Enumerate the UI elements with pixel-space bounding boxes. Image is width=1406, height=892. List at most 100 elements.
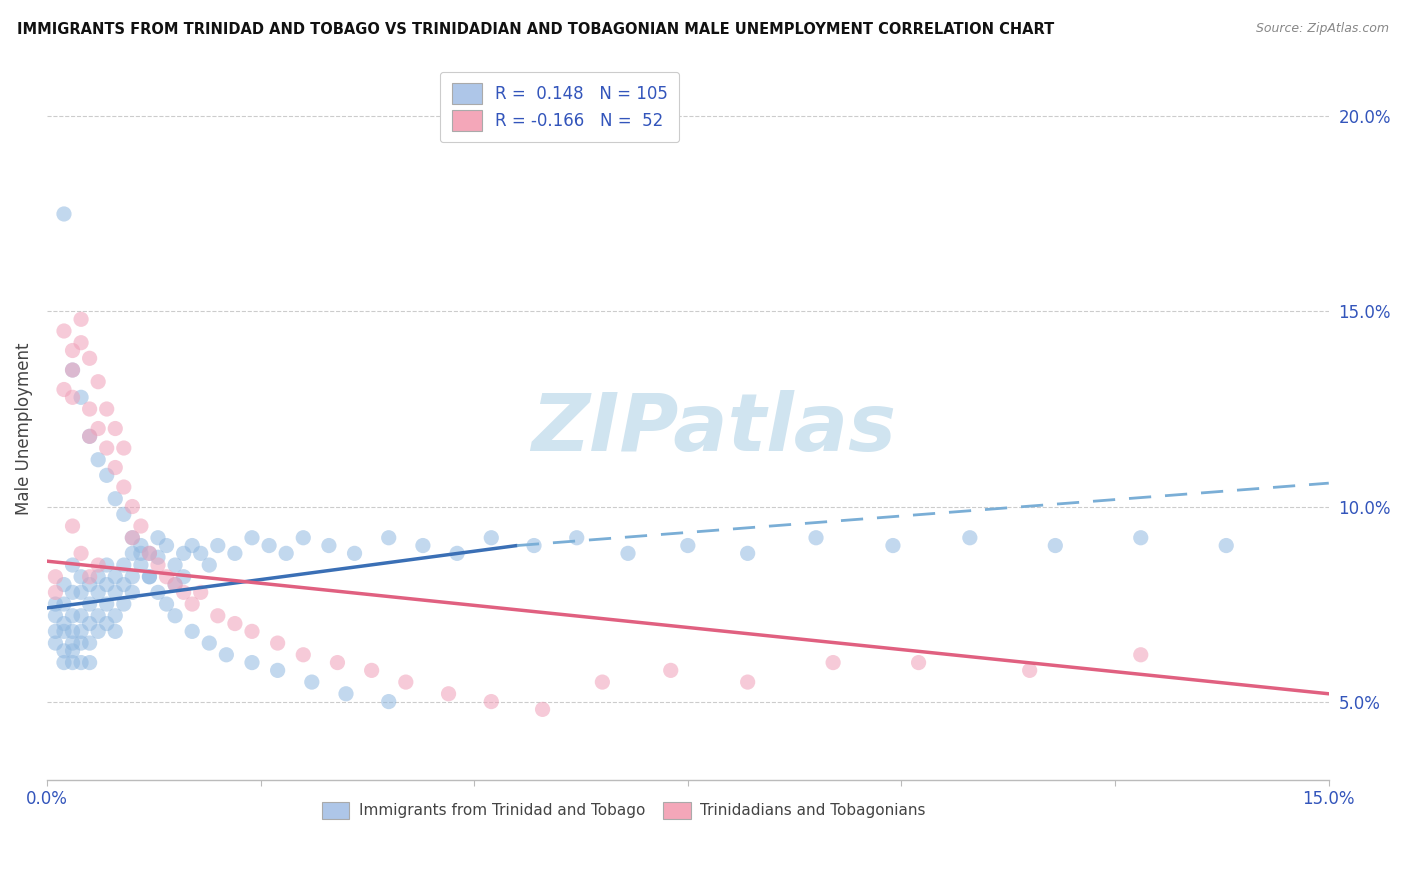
- Point: [1129, 648, 1152, 662]
- Point: [121, 531, 143, 545]
- Point: [70, 335, 93, 350]
- Point: [87, 421, 110, 435]
- Point: [62, 558, 84, 572]
- Point: [437, 687, 460, 701]
- Point: [215, 648, 238, 662]
- Point: [44, 608, 66, 623]
- Point: [181, 539, 204, 553]
- Point: [62, 624, 84, 639]
- Point: [112, 441, 135, 455]
- Point: [104, 608, 127, 623]
- Point: [112, 577, 135, 591]
- Point: [79, 402, 101, 417]
- Point: [96, 402, 118, 417]
- Point: [907, 656, 929, 670]
- Legend: Immigrants from Trinidad and Tobago, Trinidadians and Tobagonians: Immigrants from Trinidad and Tobago, Tri…: [316, 796, 932, 824]
- Point: [240, 656, 263, 670]
- Point: [70, 608, 93, 623]
- Point: [155, 570, 177, 584]
- Point: [79, 351, 101, 366]
- Point: [138, 546, 160, 560]
- Point: [565, 531, 588, 545]
- Point: [446, 546, 468, 560]
- Point: [155, 539, 177, 553]
- Point: [395, 675, 418, 690]
- Point: [70, 656, 93, 670]
- Point: [70, 624, 93, 639]
- Point: [129, 519, 152, 533]
- Point: [112, 597, 135, 611]
- Point: [53, 324, 76, 338]
- Point: [207, 539, 229, 553]
- Point: [1018, 664, 1040, 678]
- Text: ZIPatlas: ZIPatlas: [531, 390, 896, 467]
- Point: [181, 624, 204, 639]
- Point: [659, 664, 682, 678]
- Point: [190, 546, 212, 560]
- Point: [53, 207, 76, 221]
- Point: [53, 597, 76, 611]
- Point: [377, 695, 399, 709]
- Point: [87, 608, 110, 623]
- Point: [155, 597, 177, 611]
- Point: [591, 675, 613, 690]
- Point: [79, 570, 101, 584]
- Point: [96, 577, 118, 591]
- Point: [318, 539, 340, 553]
- Point: [1045, 539, 1067, 553]
- Point: [823, 656, 845, 670]
- Point: [335, 687, 357, 701]
- Point: [53, 616, 76, 631]
- Point: [104, 491, 127, 506]
- Point: [129, 558, 152, 572]
- Point: [62, 390, 84, 404]
- Y-axis label: Male Unemployment: Male Unemployment: [15, 343, 32, 515]
- Point: [121, 585, 143, 599]
- Point: [198, 636, 221, 650]
- Point: [257, 539, 280, 553]
- Point: [79, 636, 101, 650]
- Point: [266, 664, 288, 678]
- Text: Source: ZipAtlas.com: Source: ZipAtlas.com: [1256, 22, 1389, 36]
- Point: [62, 343, 84, 358]
- Point: [44, 570, 66, 584]
- Point: [1129, 531, 1152, 545]
- Point: [104, 585, 127, 599]
- Point: [44, 636, 66, 650]
- Point: [70, 570, 93, 584]
- Point: [79, 429, 101, 443]
- Point: [412, 539, 434, 553]
- Point: [62, 636, 84, 650]
- Point: [44, 597, 66, 611]
- Point: [146, 558, 169, 572]
- Point: [87, 585, 110, 599]
- Point: [138, 570, 160, 584]
- Point: [62, 585, 84, 599]
- Point: [104, 421, 127, 435]
- Point: [165, 577, 187, 591]
- Point: [62, 644, 84, 658]
- Point: [207, 608, 229, 623]
- Point: [146, 550, 169, 565]
- Point: [129, 546, 152, 560]
- Point: [266, 636, 288, 650]
- Point: [224, 616, 246, 631]
- Point: [96, 597, 118, 611]
- Point: [53, 656, 76, 670]
- Point: [301, 675, 323, 690]
- Point: [53, 624, 76, 639]
- Point: [198, 558, 221, 572]
- Point: [79, 656, 101, 670]
- Point: [146, 585, 169, 599]
- Point: [70, 585, 93, 599]
- Point: [112, 508, 135, 522]
- Point: [62, 363, 84, 377]
- Point: [62, 519, 84, 533]
- Point: [44, 585, 66, 599]
- Point: [523, 539, 546, 553]
- Point: [104, 570, 127, 584]
- Point: [79, 577, 101, 591]
- Point: [121, 531, 143, 545]
- Point: [70, 546, 93, 560]
- Point: [224, 546, 246, 560]
